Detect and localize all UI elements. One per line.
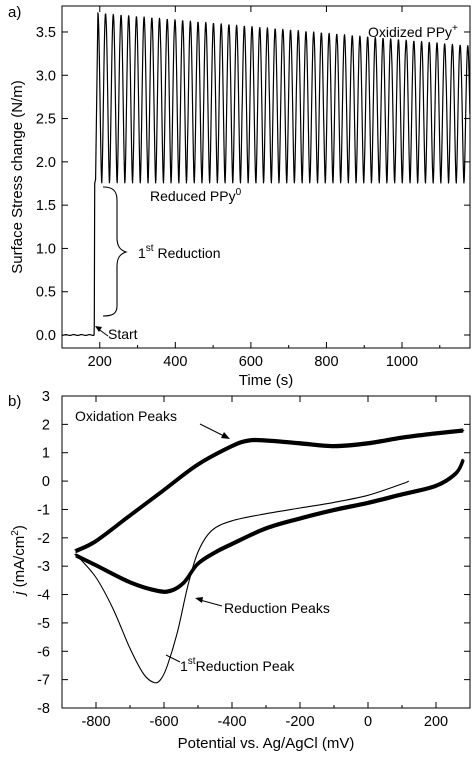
x-tick-label-b: 200	[424, 714, 448, 730]
chart-b: b) -800 -600 -400 -200 0 2003210-1-2-3-4-5-6-…	[8, 389, 471, 752]
oxidation-peaks-label: Oxidation Peaks	[75, 408, 177, 424]
series-steady-reduction	[74, 458, 463, 592]
x-tick-label-b: -600	[149, 714, 178, 730]
series-group-b	[74, 428, 465, 684]
x-tick-label-a: 600	[239, 354, 263, 370]
reduction-brace	[102, 186, 128, 317]
series-steady-oxidation	[75, 431, 464, 554]
y-tick-label-b: -8	[37, 701, 50, 717]
series-steady-oxidation	[76, 429, 465, 552]
y-tick-label-b: -5	[37, 616, 50, 632]
y-tick-label-b: -2	[37, 531, 50, 547]
y-axis-label-a: Surface Stress change (N/m)	[9, 80, 26, 273]
panel-label-b: b)	[8, 393, 21, 410]
y-tick-label-b: 1	[42, 446, 50, 462]
series-steady-reduction	[75, 458, 464, 591]
reduction-arrow-head	[195, 597, 203, 603]
first-reduction-peak-label: 1stReduction Peak	[180, 656, 295, 674]
y-tick-label-b: -4	[37, 588, 50, 604]
y-tick-label-b: -7	[37, 673, 50, 689]
oxidation-arrow-line	[199, 423, 227, 438]
y-tick-label-b: -3	[37, 559, 50, 575]
y-tick-label-b: 0	[42, 474, 50, 490]
oxidized-label: Oxidized PPy+	[368, 23, 458, 40]
series-steady-reduction	[75, 461, 464, 594]
x-tick-label-b: 0	[364, 714, 372, 730]
y-axis-label-b: j (mA/cm2)	[10, 525, 28, 597]
x-axis-label-a: Time (s)	[239, 372, 293, 389]
chart-a: a) 200 400 600 800 1000 0.0 0.5 1.0 1.5 2.0 2.5 3.0…	[8, 4, 471, 389]
reduction-peaks-label: Reduction Peaks	[224, 600, 330, 616]
plot-frame-a	[61, 5, 471, 349]
series-steady-oxidation	[75, 430, 464, 553]
tick-labels-a: 200 400 600 800 1000 0.0 0.5 1.0 1.5 2.0 2.5 3.0 3.5	[36, 25, 418, 370]
x-tick-label-a: 400	[163, 354, 187, 370]
x-axis-label-b: Potential vs. Ag/AgCl (mV)	[178, 735, 355, 752]
y-tick-label-a: 1.5	[36, 198, 56, 214]
x-tick-label-a: 800	[314, 354, 338, 370]
reduced-label: Reduced PPy0	[150, 187, 242, 204]
axis-ticks-b	[61, 395, 471, 709]
tick-labels-b: -800 -600 -400 -200 0 200 3 2 1 0 -1 -2 -3 -4 -5 -6 -7 -8	[37, 389, 448, 730]
oxidation-arrow-head	[221, 432, 230, 439]
y-tick-label-a: 2.5	[36, 112, 56, 128]
y-tick-label-a: 3.0	[36, 68, 56, 84]
x-tick-label-b: -200	[285, 714, 314, 730]
series-steady-oxidation	[75, 428, 464, 551]
reduction-arrow-line	[199, 599, 223, 607]
series-steady-oxidation	[75, 429, 464, 552]
x-tick-label-a: 200	[88, 354, 112, 370]
y-tick-label-a: 3.5	[36, 25, 56, 41]
first-peak-arrow-line	[165, 654, 181, 663]
first-reduction-label: 1st Reduction	[138, 243, 221, 261]
y-tick-label-b: -6	[37, 644, 50, 660]
x-tick-label-b: -800	[81, 714, 110, 730]
y-tick-label-b: 2	[42, 417, 50, 433]
y-tick-label-a: 1.0	[36, 241, 56, 257]
y-tick-label-a: 0.0	[36, 328, 56, 344]
series-line-a	[61, 12, 471, 336]
y-tick-label-b: 3	[42, 389, 50, 405]
start-label: Start	[108, 326, 138, 342]
y-tick-label-b: -1	[37, 502, 50, 518]
series-steady-oxidation	[74, 428, 463, 551]
start-arrow-head	[95, 326, 102, 332]
x-tick-label-a: 1000	[386, 354, 418, 370]
panel-label-a: a)	[8, 4, 21, 21]
series-first-cycle	[78, 480, 410, 684]
y-tick-label-a: 2.0	[36, 155, 56, 171]
y-tick-label-a: 0.5	[36, 285, 56, 301]
x-tick-label-b: -400	[217, 714, 246, 730]
